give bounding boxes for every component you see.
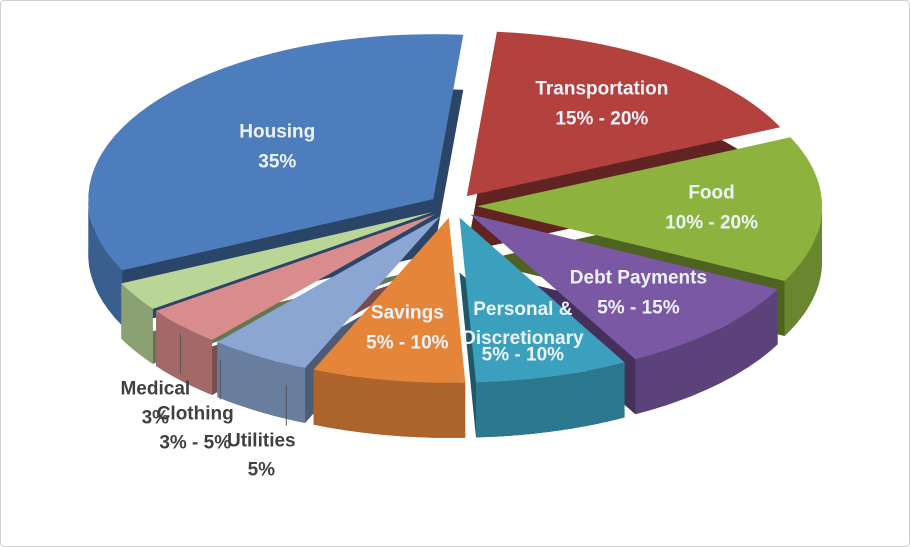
slice [313, 217, 466, 383]
slice [121, 212, 433, 309]
slice-side [476, 362, 625, 438]
slice-value: 15% - 20% [555, 108, 649, 130]
slice-side [313, 369, 466, 438]
slice-value: 5% - 15% [597, 297, 680, 319]
slice-label: Utilities [226, 430, 296, 452]
slice [88, 34, 464, 271]
slice-label: Medical [120, 378, 191, 400]
slice-value: 3% - 5% [159, 432, 232, 454]
slice-value: 5% - 10% [481, 344, 565, 366]
slice [156, 214, 436, 340]
slice-value: 10% - 20% [665, 212, 759, 234]
slice-value: 5% [247, 459, 276, 481]
slice [470, 214, 778, 360]
slice-label: Personal & Discretionary [462, 298, 584, 349]
slice-value: 5% - 10% [366, 332, 449, 354]
slice-value: 35% [258, 151, 297, 173]
slice-label: Housing [239, 121, 316, 143]
slice-side [635, 289, 778, 415]
slice [459, 217, 625, 383]
slice-label: Food [688, 182, 735, 204]
slice-label: Clothing [156, 403, 234, 425]
slice-value: 3% [141, 407, 170, 429]
slice [466, 31, 781, 197]
slice-side [784, 206, 822, 336]
slice-label: Debt Payments [569, 267, 708, 289]
slice-label: Savings [370, 302, 444, 324]
slice [476, 137, 822, 281]
slice [217, 216, 441, 368]
slice-label: Transportation [535, 78, 669, 100]
slice-side [217, 342, 306, 423]
slice-side [156, 310, 213, 395]
slice-side [88, 199, 123, 326]
slice-side [121, 283, 153, 364]
